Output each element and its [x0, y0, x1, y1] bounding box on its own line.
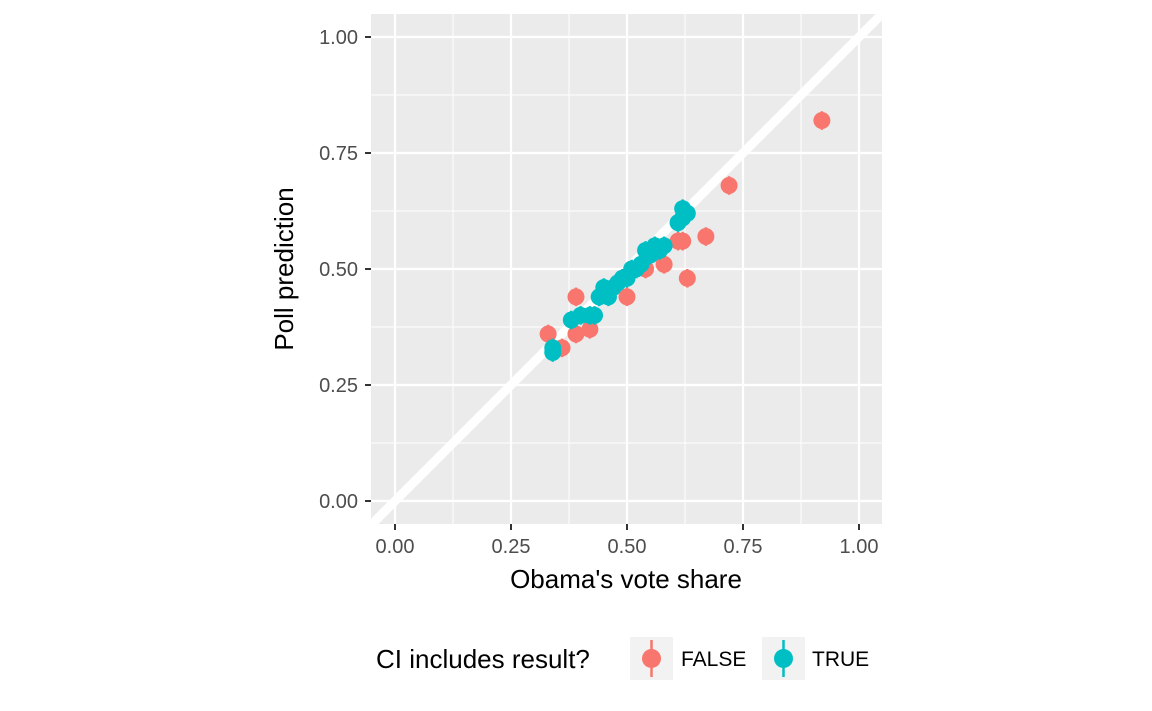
x-tick-label: 0.00: [376, 536, 415, 558]
x-tick-label: 0.50: [608, 536, 647, 558]
legend-key-point: [774, 649, 793, 668]
data-point: [655, 237, 673, 255]
data-point: [720, 176, 738, 194]
legend-label-false: FALSE: [681, 648, 746, 671]
data-point: [586, 306, 604, 324]
data-point: [813, 112, 831, 130]
y-tick-label: 0.00: [319, 491, 358, 513]
data-point: [678, 269, 696, 287]
y-tick-label: 0.50: [319, 259, 358, 281]
legend-title: CI includes result?: [376, 644, 590, 674]
data-point: [618, 288, 636, 306]
x-tick-label: 0.75: [724, 536, 763, 558]
data-point: [678, 204, 696, 222]
legend: CI includes result? FALSE TRUE: [376, 637, 869, 680]
y-tick-label: 0.75: [319, 143, 358, 165]
data-point: [674, 232, 692, 250]
data-point: [567, 325, 585, 343]
legend-key-point: [642, 649, 661, 668]
axes: 0.00 0.25 0.50 0.75 1.00 0.00 0.25 0.50 0.75 1.00: [319, 27, 878, 558]
x-tick-label: 0.25: [492, 536, 531, 558]
legend-label-true: TRUE: [812, 648, 869, 671]
data-point: [581, 320, 599, 338]
y-axis-title: Poll prediction: [269, 187, 299, 350]
legend-keys: [630, 637, 805, 680]
data-point: [655, 255, 673, 273]
series-true: [544, 199, 696, 362]
data-point: [697, 228, 715, 246]
x-tick-label: 1.00: [840, 536, 879, 558]
y-tick-label: 1.00: [319, 27, 358, 49]
data-point: [567, 288, 585, 306]
data-point: [544, 339, 562, 357]
x-axis-title: Obama's vote share: [510, 564, 742, 594]
y-tick-label: 0.25: [319, 375, 358, 397]
data-point: [539, 325, 557, 343]
points-layer: [539, 111, 831, 362]
